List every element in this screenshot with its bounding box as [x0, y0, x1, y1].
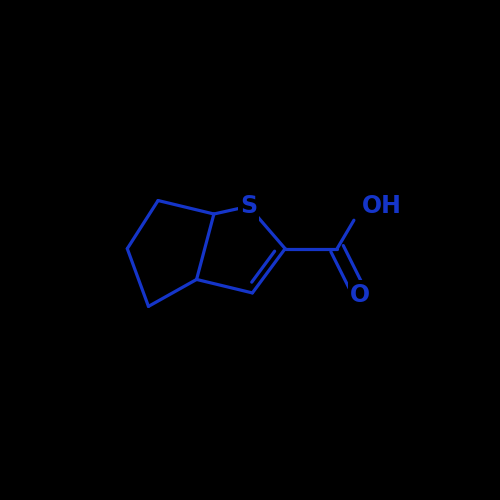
Text: S: S	[240, 194, 257, 218]
Text: OH: OH	[362, 194, 402, 218]
Text: O: O	[350, 283, 370, 307]
Text: S: S	[240, 194, 257, 218]
Text: O: O	[350, 283, 370, 307]
Text: OH: OH	[362, 194, 402, 218]
